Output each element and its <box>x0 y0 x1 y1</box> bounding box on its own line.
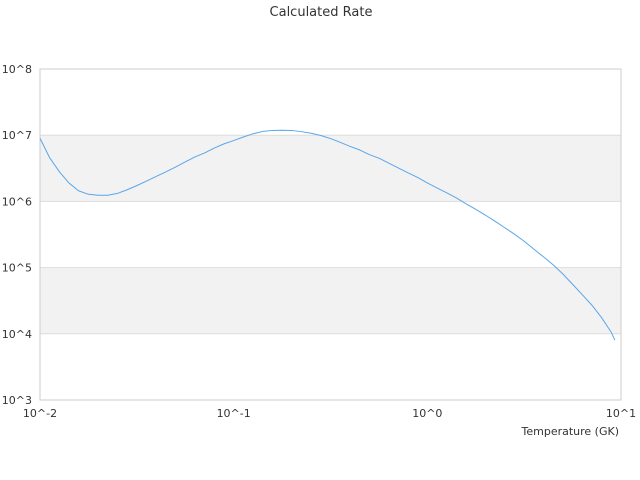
y-tick-label: 10^4 <box>2 328 32 341</box>
y-tick-label: 10^5 <box>2 262 32 275</box>
x-tick-label: 10^0 <box>412 407 442 420</box>
x-tick-label: 10^1 <box>606 407 636 420</box>
grid-band <box>40 267 621 334</box>
y-tick-label: 10^6 <box>2 195 32 208</box>
chart-title: Calculated Rate <box>270 5 373 20</box>
grid-lines <box>40 134 621 335</box>
x-axis-label: Temperature (GK) <box>521 425 620 438</box>
y-tick-label: 10^3 <box>2 394 32 407</box>
y-tick-label: 10^7 <box>2 129 32 142</box>
x-tick-label: 10^-1 <box>217 407 251 420</box>
y-tick-label: 10^8 <box>2 63 32 76</box>
series-layer <box>39 129 616 341</box>
x-axis-ticks: 10^-2 10^-1 10^0 10^1 <box>23 407 636 420</box>
y-axis-ticks: 10^3 10^4 10^5 10^6 10^7 10^8 <box>2 63 32 407</box>
grid-bands <box>40 135 621 334</box>
plot-area <box>39 68 622 401</box>
x-tick-label: 10^-2 <box>23 407 57 420</box>
grid-band <box>40 135 621 202</box>
series-line-0 <box>39 129 616 341</box>
